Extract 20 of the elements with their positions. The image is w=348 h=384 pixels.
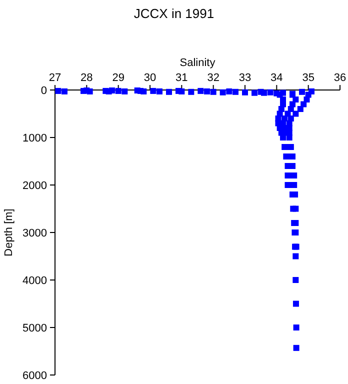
y-tick-label: 0 [40,84,47,97]
y-tick-label: 5000 [22,322,47,334]
x-axis-title: Salinity [180,57,216,69]
x-tick-label: 34 [270,72,283,84]
x-tick-label: 29 [112,72,124,84]
y-tick-label: 1000 [22,132,47,144]
y-tick-label: 6000 [22,370,47,382]
x-tick-label: 33 [238,72,252,84]
y-tick-label: 2000 [22,180,47,192]
x-tick-label: 32 [207,72,220,84]
x-tick-label: 36 [334,72,346,84]
x-tick-label: 28 [80,72,93,84]
y-axis-title: Depth [m] [3,208,15,256]
x-tick-label: 30 [144,72,156,84]
x-tick-label: 35 [302,72,314,84]
x-tick-label: 31 [176,72,188,84]
x-tick-label: 27 [48,72,62,84]
chart-title: JCCX in 1991 [134,6,214,21]
y-tick-label: 3000 [22,227,47,240]
y-tick-label: 4000 [22,274,47,287]
